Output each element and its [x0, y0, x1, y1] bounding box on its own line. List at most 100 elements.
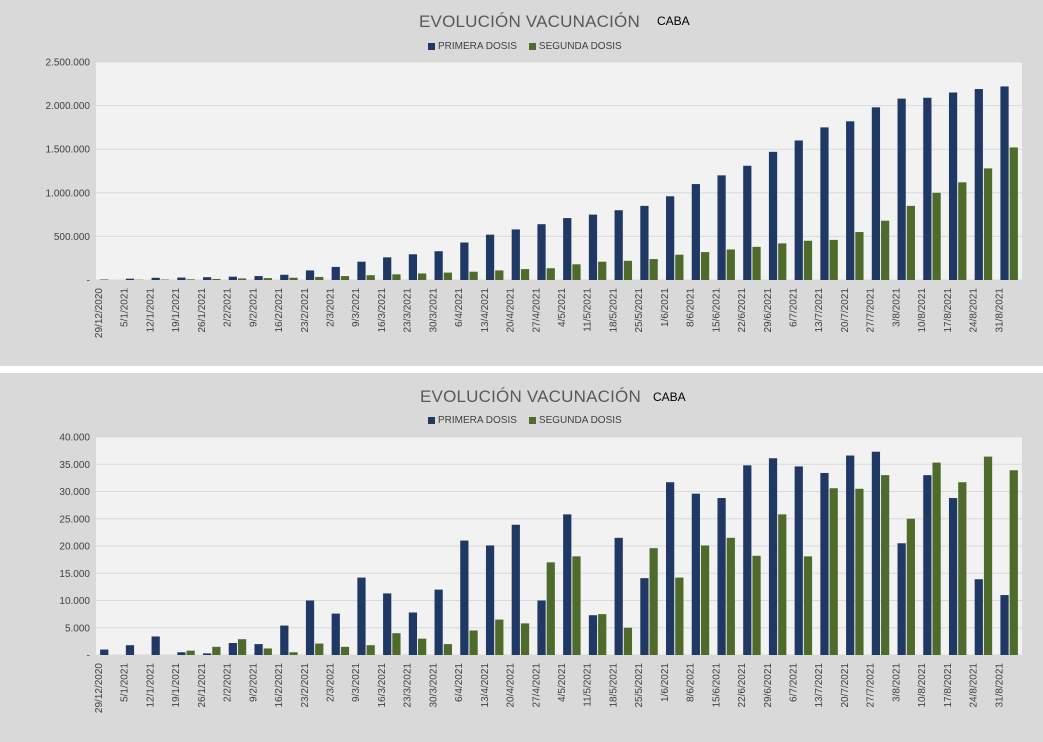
bar-primera-dosis [846, 455, 855, 655]
x-tick-label: 4/5/2021 [557, 288, 568, 327]
bar-primera-dosis [408, 612, 418, 655]
bar-segunda-dosis [392, 633, 401, 655]
x-tick-label: 9/2/2021 [248, 663, 259, 702]
bar-primera-dosis [640, 205, 649, 280]
bar-primera-dosis [614, 210, 623, 280]
bar-primera-dosis [743, 465, 752, 655]
x-tick-label: 17/8/2021 [943, 288, 954, 333]
x-tick-label: 8/6/2021 [686, 288, 697, 327]
bar-primera-dosis [820, 127, 829, 281]
y-tick-label: 5.000 [65, 623, 90, 634]
bar-primera-dosis [794, 140, 803, 280]
bar-primera-dosis [717, 175, 726, 280]
bar-primera-dosis [280, 274, 289, 280]
cumulative-chart-panel: EVOLUCIÓN VACUNACIÓN CABA PRIMERA DOSIS … [0, 0, 1043, 366]
x-tick-label: 20/4/2021 [506, 663, 517, 708]
x-tick-label: 24/8/2021 [969, 288, 980, 333]
bar-primera-dosis [588, 214, 598, 280]
bar-primera-dosis [408, 254, 418, 280]
bar-segunda-dosis [212, 646, 221, 655]
bar-segunda-dosis [855, 488, 864, 655]
bar-primera-dosis [125, 278, 135, 280]
bar-segunda-dosis [340, 646, 350, 655]
bar-primera-dosis [563, 514, 572, 655]
bar-segunda-dosis [237, 278, 247, 280]
x-tick-label: 15/6/2021 [711, 288, 722, 333]
bar-segunda-dosis [366, 275, 375, 280]
x-tick-label: 3/8/2021 [891, 288, 902, 327]
x-tick-label: 18/5/2021 [608, 663, 619, 708]
bar-segunda-dosis [315, 643, 324, 655]
x-tick-label: 11/5/2021 [583, 663, 594, 707]
legend-label: PRIMERA DOSIS [438, 41, 517, 52]
bar-primera-dosis [948, 498, 958, 655]
x-tick-label: 9/3/2021 [351, 288, 362, 327]
x-tick-label: 13/7/2021 [814, 663, 825, 708]
legend-label: SEGUNDA DOSIS [538, 415, 622, 426]
x-tick-label: 13/7/2021 [814, 288, 825, 333]
bar-segunda-dosis [186, 650, 195, 655]
bar-primera-dosis [511, 229, 520, 280]
x-tick-label: 2/3/2021 [326, 288, 337, 327]
bar-primera-dosis [1000, 595, 1009, 655]
x-tick-label: 13/4/2021 [480, 663, 491, 708]
x-tick-label: 29/12/2020 [94, 663, 105, 713]
bar-segunda-dosis [263, 648, 272, 655]
bar-primera-dosis [923, 97, 932, 280]
x-tick-label: 30/3/2021 [428, 288, 439, 333]
bar-segunda-dosis [1009, 147, 1018, 280]
legend-swatch [528, 417, 536, 424]
bar-primera-dosis [717, 498, 726, 655]
plot-area [96, 62, 1022, 280]
y-tick-label: 1.000.000 [46, 188, 91, 199]
bar-primera-dosis [691, 184, 700, 280]
x-tick-label: 6/7/2021 [789, 288, 800, 327]
bar-segunda-dosis [649, 259, 658, 280]
bar-primera-dosis [974, 89, 983, 280]
bar-primera-dosis [1000, 86, 1009, 280]
x-tick-label: 29/12/2020 [94, 288, 105, 338]
bar-primera-dosis [331, 613, 340, 655]
bar-primera-dosis [331, 266, 340, 280]
bar-segunda-dosis [906, 518, 915, 655]
cumulative-bar-chart: 2.500.000 2.000.000 1.500.000 1.000.000 500.… [46, 58, 1022, 338]
bar-segunda-dosis [212, 278, 221, 280]
bar-segunda-dosis [315, 276, 324, 280]
bar-segunda-dosis [546, 268, 555, 280]
bar-segunda-dosis [803, 556, 813, 655]
x-tick-label: 27/4/2021 [531, 663, 542, 708]
bar-primera-dosis [460, 540, 469, 655]
y-tick-label: 10.000 [59, 596, 90, 607]
chart-subtitle: CABA [657, 14, 690, 28]
bar-primera-dosis [305, 270, 315, 280]
bar-segunda-dosis [418, 638, 427, 655]
x-tick-label: 9/2/2021 [248, 288, 259, 327]
bar-segunda-dosis [983, 168, 993, 280]
bar-primera-dosis [357, 577, 366, 655]
x-tick-label: 3/8/2021 [891, 663, 902, 702]
x-tick-label: 2/2/2021 [223, 288, 234, 327]
x-tick-label: 23/2/2021 [300, 288, 311, 333]
bar-primera-dosis [794, 466, 803, 655]
bar-segunda-dosis [520, 269, 530, 280]
bar-primera-dosis [871, 107, 881, 281]
bar-segunda-dosis [392, 274, 401, 280]
y-tick-label: 20.000 [59, 542, 90, 553]
bar-segunda-dosis [366, 645, 375, 655]
x-tick-label: 23/2/2021 [300, 663, 311, 708]
x-tick-label: 2/3/2021 [326, 663, 337, 702]
y-tick-label: - [87, 651, 90, 662]
bar-segunda-dosis [598, 614, 607, 655]
x-tick-label: 15/6/2021 [711, 663, 722, 708]
bar-segunda-dosis [263, 278, 272, 280]
x-tick-label: 22/6/2021 [737, 288, 748, 333]
bar-segunda-dosis [572, 264, 581, 280]
bar-primera-dosis [485, 545, 495, 655]
x-tick-label: 27/7/2021 [866, 288, 877, 333]
bar-segunda-dosis [649, 548, 658, 655]
bar-segunda-dosis [546, 562, 555, 655]
x-tick-label: 11/5/2021 [583, 288, 594, 332]
bar-segunda-dosis [881, 220, 890, 280]
x-tick-label: 6/4/2021 [454, 288, 465, 327]
bar-primera-dosis [357, 261, 366, 280]
